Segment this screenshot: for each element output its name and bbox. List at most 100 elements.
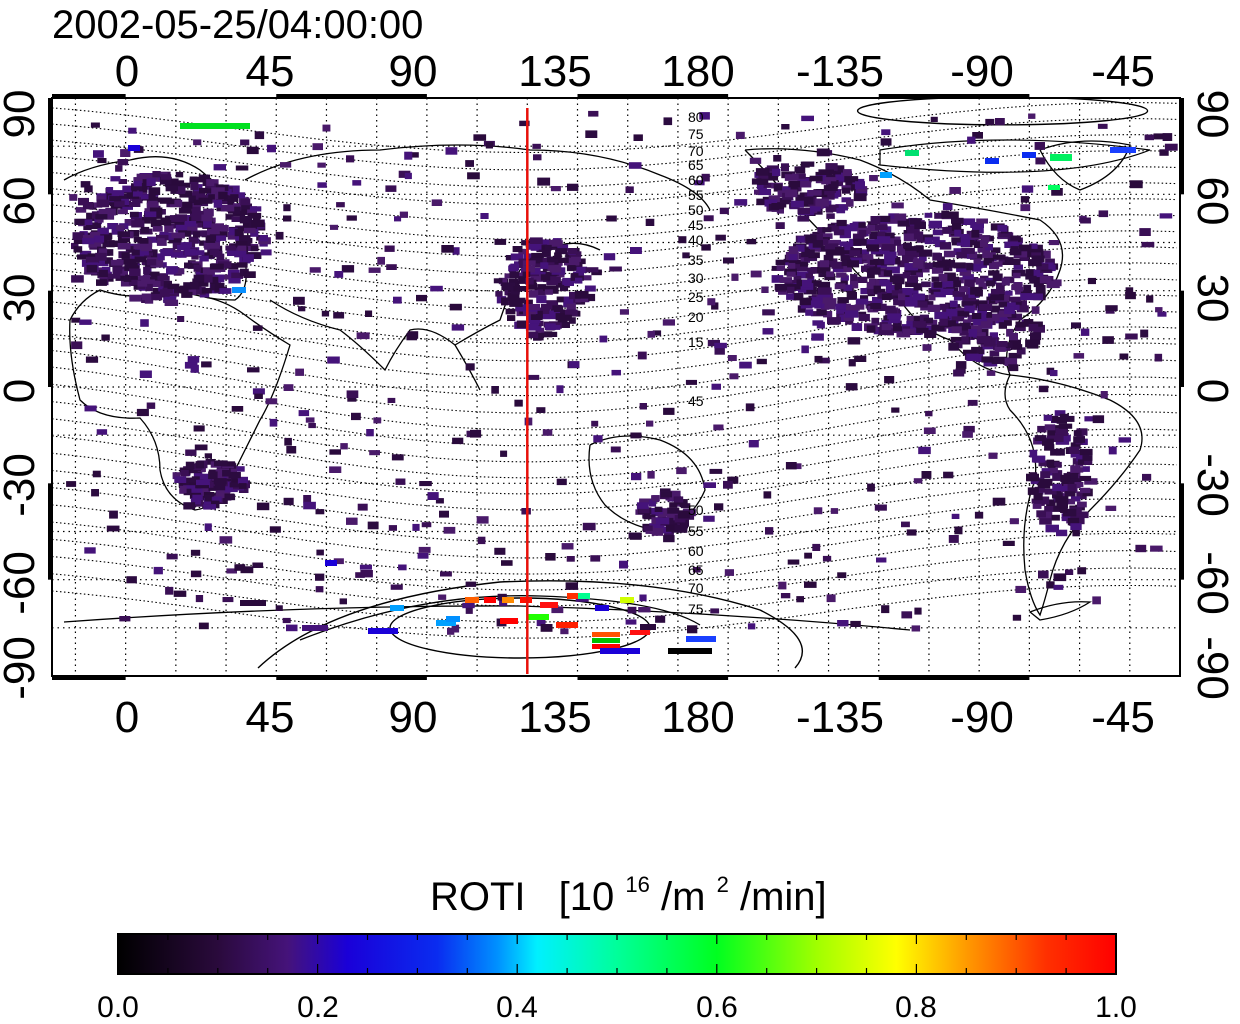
roti-cell — [897, 260, 909, 268]
roti-cell — [855, 298, 869, 305]
roti-cell — [797, 236, 805, 243]
roti-cell — [630, 247, 642, 254]
roti-cell — [804, 193, 817, 200]
roti-cell — [188, 195, 196, 204]
lon-label-top: -45 — [1091, 47, 1155, 96]
roti-cell — [980, 321, 991, 329]
roti-cell — [128, 127, 137, 134]
roti-cell — [393, 296, 402, 304]
roti-cell — [961, 336, 969, 344]
roti-cell — [1004, 306, 1015, 315]
roti-cell — [525, 323, 539, 331]
roti-cell — [977, 246, 990, 253]
roti-cell — [252, 325, 263, 331]
roti-cell — [1022, 152, 1036, 158]
roti-cell — [894, 213, 907, 221]
magnetic-latitude-contours — [52, 98, 1177, 669]
roti-cell — [687, 625, 698, 634]
roti-cell — [239, 483, 247, 489]
roti-cell — [213, 199, 223, 208]
roti-cell — [250, 245, 259, 252]
roti-cell — [592, 632, 620, 637]
roti-cell — [445, 147, 458, 155]
roti-cell — [876, 557, 887, 563]
roti-cell — [810, 267, 822, 274]
roti-cell — [1048, 505, 1060, 512]
roti-cell — [967, 314, 977, 323]
roti-cell — [412, 523, 420, 531]
roti-cell — [837, 572, 847, 579]
roti-cell — [214, 283, 225, 291]
roti-cell — [284, 437, 292, 446]
colorbar-tick-label: 0.8 — [895, 991, 937, 1024]
roti-cell — [225, 494, 236, 501]
roti-cell — [204, 523, 212, 531]
roti-cell — [77, 254, 90, 260]
frame-tick-bars — [48, 94, 1184, 680]
roti-cell — [173, 590, 187, 597]
roti-cell — [192, 494, 203, 501]
roti-cell — [190, 549, 201, 556]
roti-cell — [193, 425, 205, 432]
roti-cell — [861, 257, 874, 264]
roti-cell — [830, 508, 839, 514]
magnetic-contour — [52, 428, 1177, 495]
roti-cell — [341, 265, 355, 273]
roti-cell — [835, 204, 848, 211]
roti-cell — [919, 249, 933, 257]
roti-cell — [942, 227, 955, 234]
roti-cell — [74, 219, 85, 225]
roti-cell — [218, 274, 232, 280]
roti-cell — [1052, 491, 1063, 499]
roti-cell — [195, 286, 206, 295]
roti-cell — [256, 502, 270, 511]
roti-cell — [509, 271, 520, 279]
roti-cell — [948, 535, 959, 543]
roti-cell — [93, 235, 105, 243]
roti-cell — [839, 230, 851, 239]
roti-cell — [761, 286, 769, 293]
magnetic-contour — [52, 150, 1177, 206]
roti-cell — [990, 305, 1000, 313]
contour-label: 65 — [688, 157, 704, 173]
roti-cell — [139, 370, 152, 378]
roti-cell — [804, 552, 812, 559]
roti-cell — [805, 309, 814, 316]
roti-cell — [269, 526, 281, 533]
roti-cell — [756, 358, 767, 365]
roti-cell — [502, 597, 514, 603]
roti-cell — [66, 481, 77, 487]
colorbar-tick-label: 0.2 — [297, 991, 339, 1024]
roti-cell — [330, 224, 339, 230]
roti-cell — [151, 280, 161, 287]
roti-cell — [280, 162, 292, 168]
roti-cell — [556, 322, 570, 328]
roti-cell — [584, 285, 596, 292]
roti-cell — [1066, 471, 1079, 479]
roti-cell — [536, 619, 546, 627]
roti-cell — [667, 507, 680, 514]
roti-cell — [963, 319, 971, 326]
roti-cell — [549, 266, 562, 273]
roti-cell — [131, 249, 140, 256]
roti-cell — [329, 466, 342, 473]
roti-cell — [679, 499, 688, 507]
roti-cell — [858, 222, 866, 231]
roti-cell — [222, 469, 230, 477]
roti-cell — [1033, 269, 1044, 278]
roti-cell — [1035, 285, 1046, 293]
roti-cell — [897, 218, 910, 227]
roti-cell — [237, 245, 247, 253]
roti-cell — [298, 306, 306, 312]
roti-cell — [922, 344, 932, 351]
contour-label: 50 — [688, 502, 704, 518]
roti-cell — [870, 216, 881, 224]
roti-cell — [96, 217, 104, 223]
roti-cell — [1031, 252, 1042, 258]
roti-cell — [796, 244, 805, 252]
roti-cell — [501, 297, 509, 306]
roti-cell — [1139, 228, 1151, 236]
roti-cell — [1129, 180, 1143, 189]
roti-cell — [406, 333, 418, 341]
roti-cell — [817, 267, 831, 274]
